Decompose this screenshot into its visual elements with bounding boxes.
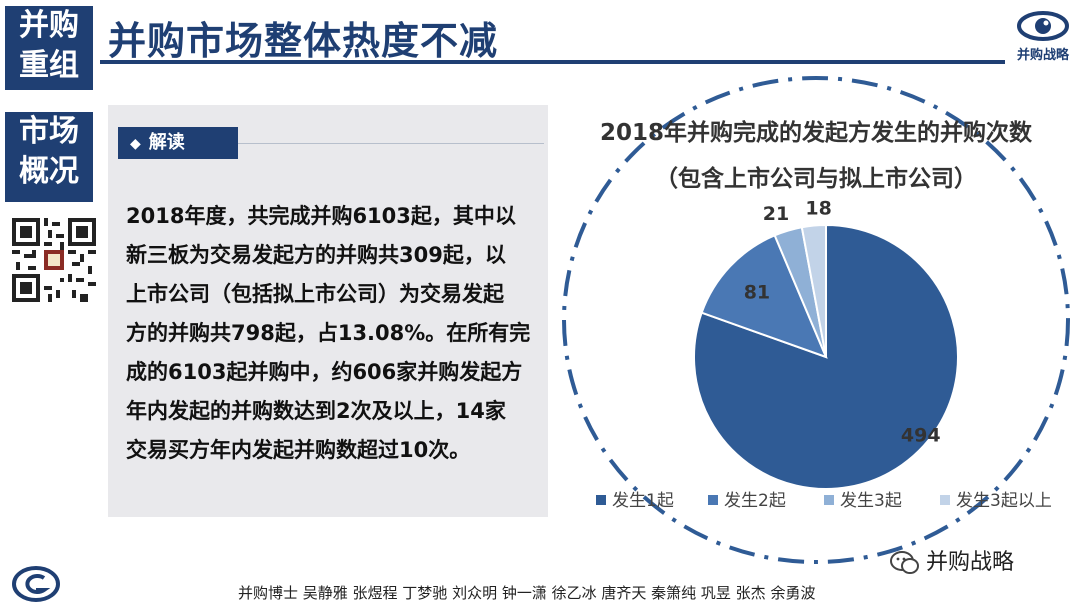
interpretation-tag: ◆ 解读: [118, 127, 238, 159]
text-line: 新三板为交易发起方的并购共309起，以: [126, 243, 506, 267]
page-title: 并购市场整体热度不减: [108, 19, 499, 63]
legend-swatch: [824, 495, 834, 505]
legend-item: 发生3起: [824, 491, 902, 511]
brand-logo-text: 并购战略: [1016, 48, 1069, 63]
pie-chart: 2018年并购完成的发起方发生的并购次数 （包含上市公司与拟上市公司） 494 8…: [562, 76, 1070, 564]
eye-icon: [1017, 11, 1069, 41]
legend-label: 发生3起以上: [956, 491, 1052, 511]
brand-logo: 并购战略: [1010, 6, 1076, 64]
data-label: 21: [763, 203, 789, 225]
diamond-icon: ◆: [130, 136, 141, 152]
legend-item: 发生1起: [596, 491, 674, 511]
pie-slice: [700, 234, 828, 359]
legend-item: 发生3起以上: [940, 491, 1052, 511]
text-line: 方的并购共798起，占13.08%。在所有完: [126, 321, 531, 345]
chart-title: 2018年并购完成的发起方发生的并购次数: [600, 119, 1033, 146]
section-label-line: 市场: [19, 114, 79, 149]
chart-subtitle: （包含上市公司与拟上市公司）: [655, 165, 977, 192]
section-label-line: 并购: [19, 8, 79, 43]
text-line: 年内发起的并购数达到2次及以上，14家: [126, 399, 506, 423]
wechat-watermark: 并购战略: [890, 544, 1014, 576]
dashed-oval-border: [562, 76, 1070, 564]
section-label-mna: 并购 重组: [5, 6, 93, 90]
company-logo-icon: [12, 566, 60, 602]
interpretation-text: 2018年度，共完成并购6103起，其中以 新三板为交易发起方的并购共309起，…: [126, 197, 536, 470]
text-line: 上市公司（包括拟上市公司）为交易发起: [126, 282, 504, 306]
sidebar: 并购 重组 市场 概况: [0, 0, 100, 608]
text-line: 2018年度，共完成并购6103起，其中以: [126, 204, 516, 228]
title-underline: [100, 60, 1005, 64]
wechat-account-name: 并购战略: [926, 550, 1015, 575]
legend-item: 发生2起: [708, 491, 786, 511]
legend-swatch: [596, 495, 606, 505]
section-label-line: 重组: [19, 48, 79, 83]
data-label: 81: [744, 282, 770, 304]
text-line: 交易买方年内发起并购数超过10次。: [126, 438, 471, 462]
section-label-line: 概况: [19, 154, 79, 189]
interpretation-panel: ◆ 解读 2018年度，共完成并购6103起，其中以 新三板为交易发起方的并购共3…: [108, 105, 548, 517]
tag-label: 解读: [148, 132, 185, 153]
data-label: 18: [805, 198, 831, 220]
chart-frame: 2018年并购完成的发起方发生的并购次数 （包含上市公司与拟上市公司） 494 8…: [556, 70, 1080, 570]
legend-label: 发生1起: [612, 491, 674, 511]
divider: [118, 143, 544, 144]
legend-swatch: [940, 495, 950, 505]
pie-slice: [800, 223, 827, 358]
authors-footer: 并购博士 吴静雅 张煜程 丁梦驰 刘众明 钟一潇 徐乙冰 唐齐天 秦箫纯 巩昱 …: [238, 584, 816, 602]
data-label: 494: [901, 425, 941, 447]
section-label-market: 市场 概况: [5, 112, 93, 202]
legend-label: 发生3起: [840, 491, 902, 511]
text-line: 成的6103起并购中，约606家并购发起方: [126, 360, 523, 384]
title-bar: 并购市场整体热度不减: [100, 8, 1000, 63]
qr-code-icon: [12, 218, 96, 302]
legend-swatch: [708, 495, 718, 505]
legend-label: 发生2起: [724, 491, 786, 511]
wechat-icon: [890, 551, 919, 574]
